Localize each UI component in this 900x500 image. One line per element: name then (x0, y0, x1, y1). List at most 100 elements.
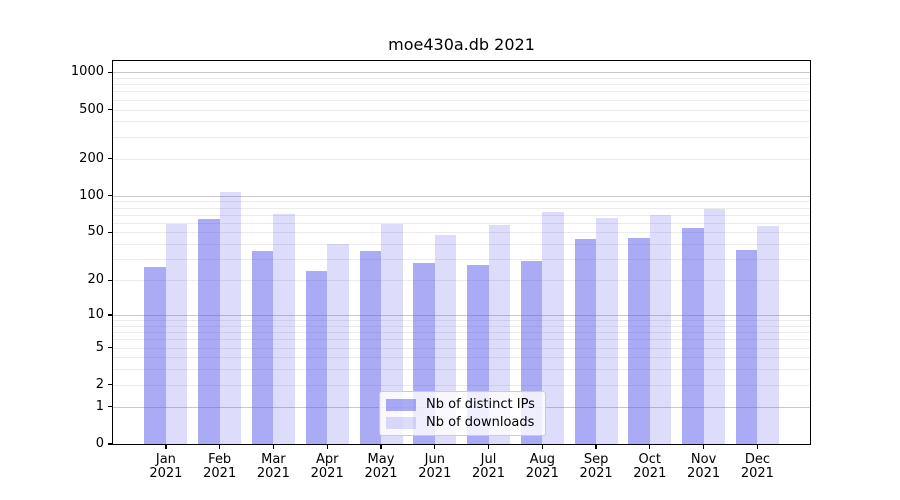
legend-entry-distinct-ips: Nb of distinct IPs (386, 397, 538, 412)
bar-distinct-ips-feb (198, 219, 220, 444)
y-gridline-major (113, 195, 810, 197)
bar-downloads-apr (327, 244, 349, 444)
y-gridline-minor (113, 109, 810, 111)
y-gridline-minor (113, 84, 810, 86)
y-tick-mark (108, 443, 113, 445)
bar-distinct-ips-oct (628, 238, 650, 444)
y-gridline-minor (113, 121, 810, 123)
bar-distinct-ips-may (359, 251, 381, 444)
y-gridline-minor (113, 99, 810, 101)
plot-area (112, 60, 811, 445)
y-tick-mark (108, 195, 113, 197)
y-tick-label: 1 (95, 398, 104, 414)
bar-downloads-jul (488, 224, 510, 444)
y-tick-mark (108, 279, 113, 281)
x-tick-mark (380, 444, 382, 449)
x-tick-mark (649, 444, 651, 449)
y-gridline-minor (113, 325, 810, 327)
x-tick-label-oct: Oct 2021 (633, 452, 667, 481)
y-gridline-minor (113, 332, 810, 334)
x-tick-label-apr: Apr 2021 (310, 452, 344, 481)
y-tick-label: 20 (87, 272, 104, 288)
y-tick-label: 5 (95, 339, 104, 355)
y-tick-mark (108, 71, 113, 73)
y-tick-mark (108, 384, 113, 386)
y-tick-label: 500 (79, 101, 104, 117)
y-gridline-minor (113, 244, 810, 246)
x-tick-label-aug: Aug 2021 (525, 452, 559, 481)
bar-distinct-ips-mar (251, 251, 274, 444)
y-gridline-minor (113, 91, 810, 93)
x-tick-label-mar: Mar 2021 (256, 452, 290, 481)
x-tick-label-dec: Dec 2021 (740, 452, 774, 481)
x-tick-label-jul: Jul 2021 (471, 452, 506, 481)
bar-downloads-dec (757, 226, 779, 444)
y-tick-label: 10 (87, 307, 104, 322)
y-gridline-major (113, 315, 810, 316)
legend-label-distinct-ips: Nb of distinct IPs (426, 397, 535, 412)
chart-title: moe430a.db 2021 (388, 35, 535, 54)
x-tick-label-jun: Jun 2021 (418, 452, 452, 481)
x-tick-mark (434, 444, 436, 449)
bar-downloads-oct (649, 214, 672, 444)
y-gridline-minor (113, 201, 810, 203)
y-gridline-minor (113, 259, 810, 261)
y-gridline-minor (113, 369, 810, 371)
y-gridline-minor (113, 77, 810, 79)
bar-distinct-ips-apr (305, 270, 328, 444)
legend-swatch-downloads (386, 416, 416, 429)
x-tick-mark (219, 444, 221, 449)
y-tick-label: 1000 (70, 64, 104, 80)
legend-swatch-distinct-ips (386, 398, 416, 411)
legend-label-downloads: Nb of downloads (426, 415, 535, 430)
x-tick-mark (487, 444, 490, 449)
bar-distinct-ips-dec (735, 249, 758, 444)
y-gridline-minor (113, 158, 810, 160)
y-gridline-minor (113, 222, 810, 224)
bar-downloads-sep (596, 217, 618, 444)
y-tick-label: 50 (87, 224, 104, 240)
y-tick-mark (108, 346, 113, 349)
y-gridline-minor (113, 347, 810, 349)
y-tick-mark (108, 406, 113, 408)
x-tick-mark (272, 444, 275, 449)
y-gridline-minor (113, 357, 810, 359)
y-tick-mark (108, 108, 113, 111)
y-tick-label: 200 (79, 150, 104, 166)
bar-downloads-mar (273, 213, 295, 444)
y-tick-label: 2 (95, 376, 104, 392)
bar-distinct-ips-jan (144, 266, 166, 444)
y-gridline-minor (113, 384, 810, 386)
y-tick-label: 100 (79, 187, 104, 203)
x-tick-label-feb: Feb 2021 (203, 452, 237, 481)
x-tick-mark (541, 444, 543, 449)
bar-distinct-ips-nov (682, 228, 704, 444)
y-gridline-minor (113, 136, 810, 138)
bar-downloads-aug (542, 212, 564, 444)
x-tick-mark (165, 444, 167, 449)
y-gridline-minor (113, 339, 810, 341)
bar-downloads-jan (165, 223, 188, 444)
y-tick-mark (108, 314, 113, 316)
y-gridline-minor (113, 320, 810, 322)
bar-downloads-feb (219, 191, 242, 444)
x-tick-mark (756, 444, 758, 449)
y-tick-label: 0 (95, 436, 104, 451)
x-tick-label-may: May 2021 (364, 452, 398, 481)
legend: Nb of distinct IPs Nb of downloads (379, 391, 546, 436)
y-gridline-major (113, 72, 810, 74)
x-tick-label-jan: Jan 2021 (149, 452, 183, 481)
y-gridline-minor (113, 280, 810, 282)
bar-downloads-nov (703, 208, 726, 444)
x-tick-label-nov: Nov 2021 (687, 452, 721, 481)
x-tick-mark (326, 444, 328, 449)
bar-distinct-ips-sep (574, 239, 597, 444)
x-tick-label-sep: Sep 2021 (579, 452, 613, 481)
y-gridline-minor (113, 214, 810, 216)
bar-downloads-may (381, 223, 403, 444)
y-gridline-minor (113, 207, 810, 209)
y-gridline-minor (113, 232, 810, 234)
y-tick-mark (108, 158, 113, 160)
x-tick-mark (595, 444, 597, 449)
